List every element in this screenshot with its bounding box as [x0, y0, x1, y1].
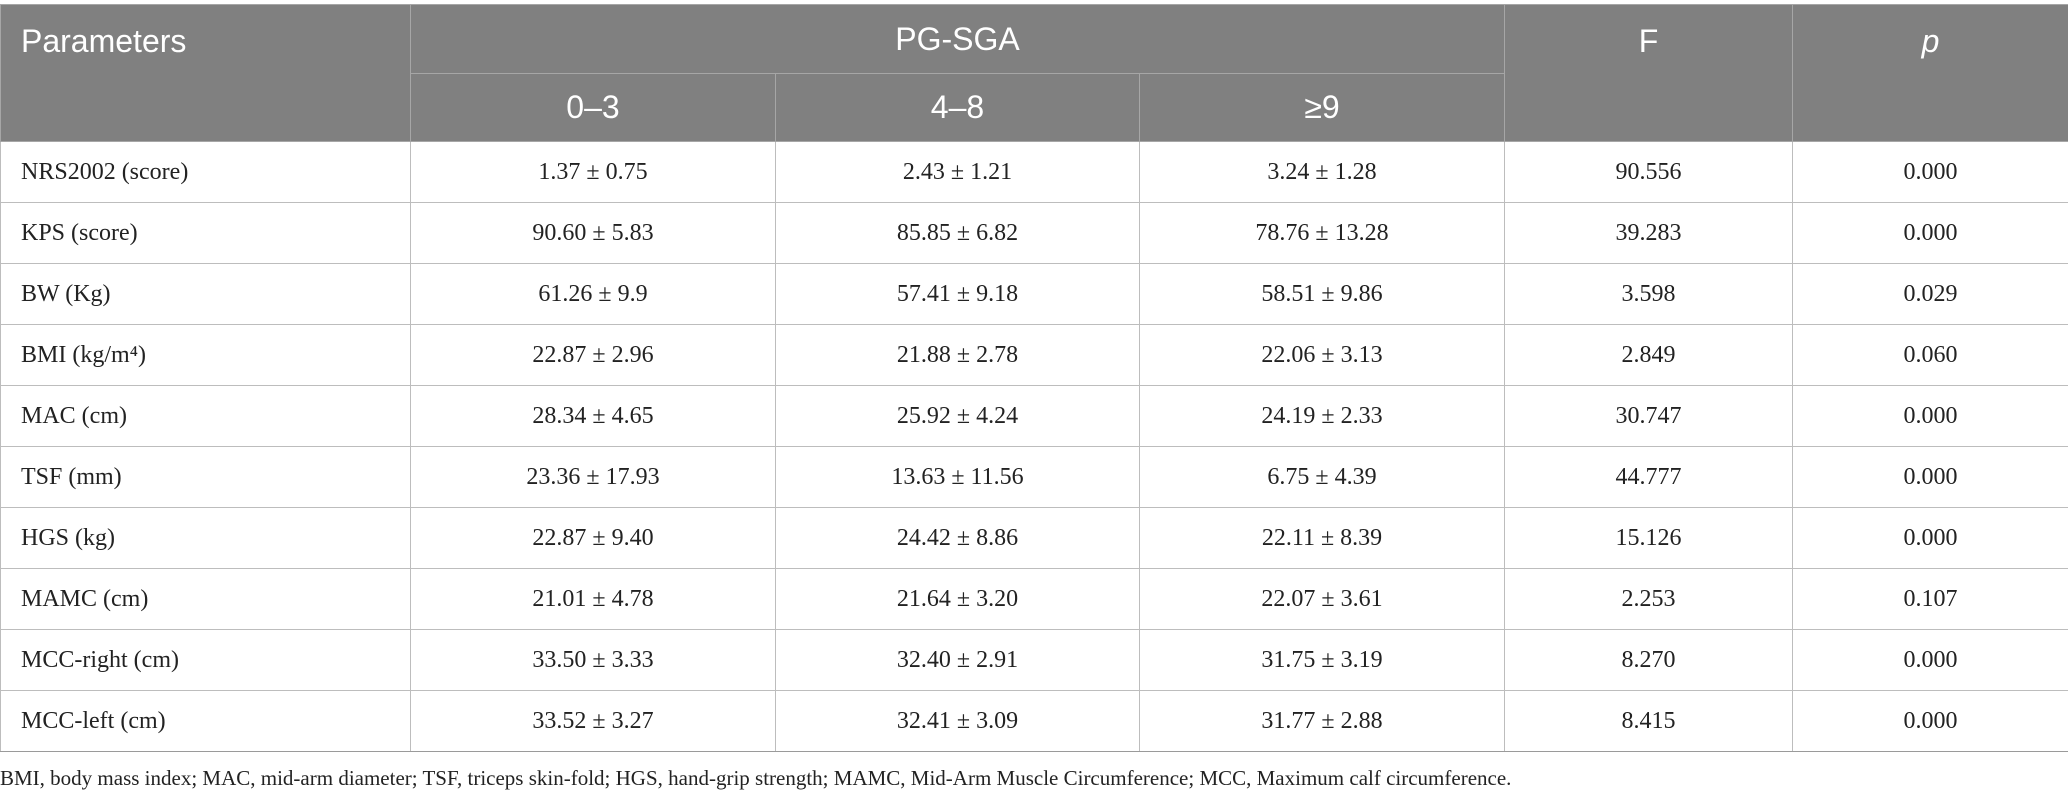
group-9-plus-cell: 3.24 ± 1.28 — [1138, 141, 1506, 203]
f-value-cell: 39.283 — [1504, 202, 1794, 264]
f-value-cell: 44.777 — [1504, 446, 1794, 508]
table-row: MAC (cm) 28.34 ± 4.65 25.92 ± 4.24 24.19 ± … — [0, 385, 2068, 447]
group-4-8-cell: 13.63 ± 11.56 — [775, 446, 1140, 508]
group-4-8-cell: 24.42 ± 8.86 — [775, 507, 1140, 569]
group-9-plus-cell: 6.75 ± 4.39 — [1138, 446, 1506, 508]
group-4-8-cell: 25.92 ± 4.24 — [775, 385, 1140, 447]
group-0-3-cell: 1.37 ± 0.75 — [410, 141, 776, 203]
group-9-plus-cell: 24.19 ± 2.33 — [1138, 385, 1506, 447]
group-0-3-cell: 28.34 ± 4.65 — [410, 385, 776, 447]
table-row: TSF (mm) 23.36 ± 17.93 13.63 ± 11.56 6.75 ±… — [0, 446, 2068, 508]
group-0-3-cell: 90.60 ± 5.83 — [410, 202, 776, 264]
group-9-plus-cell: 78.76 ± 13.28 — [1138, 202, 1506, 264]
parameter-cell: HGS (kg) — [0, 507, 411, 569]
group-0-3-cell: 23.36 ± 17.93 — [410, 446, 776, 508]
p-value-cell: 0.000 — [1792, 507, 2068, 569]
f-value-cell: 8.270 — [1504, 629, 1794, 691]
p-value-cell: 0.000 — [1792, 202, 2068, 264]
table-row: BMI (kg/m⁴) 22.87 ± 2.96 21.88 ± 2.78 22.06… — [0, 324, 2068, 386]
table-row: KPS (score) 90.60 ± 5.83 85.85 ± 6.82 78.76… — [0, 202, 2068, 264]
f-value-cell: 30.747 — [1504, 385, 1794, 447]
group-0-3-cell: 61.26 ± 9.9 — [410, 263, 776, 325]
p-value-cell: 0.029 — [1792, 263, 2068, 325]
group-0-3-cell: 22.87 ± 9.40 — [410, 507, 776, 569]
parameter-cell: BMI (kg/m⁴) — [0, 324, 411, 386]
group-4-8-cell: 21.88 ± 2.78 — [775, 324, 1140, 386]
group-4-8-cell: 32.41 ± 3.09 — [775, 690, 1140, 752]
parameter-cell: TSF (mm) — [0, 446, 411, 508]
table-row: BW (Kg) 61.26 ± 9.9 57.41 ± 9.18 58.51 ± 9.… — [0, 263, 2068, 325]
group-9-plus-cell: 22.06 ± 3.13 — [1138, 324, 1506, 386]
parameter-cell: MAC (cm) — [0, 385, 411, 447]
group-4-8-cell: 2.43 ± 1.21 — [775, 141, 1140, 203]
group-9-plus-cell: 22.07 ± 3.61 — [1138, 568, 1506, 630]
group-0-3-cell: 33.50 ± 3.33 — [410, 629, 776, 691]
table-header: Parameters PG-SGA F p 0–3 4–8 ≥9 — [0, 4, 2068, 142]
f-value-cell: 90.556 — [1504, 141, 1794, 203]
table-body: NRS2002 (score) 1.37 ± 0.75 2.43 ± 1.21 3.2… — [0, 141, 2068, 752]
group-4-8-cell: 32.40 ± 2.91 — [775, 629, 1140, 691]
p-value-cell: 0.000 — [1792, 629, 2068, 691]
parameter-cell: MCC-right (cm) — [0, 629, 411, 691]
group-9-plus-cell: 31.77 ± 2.88 — [1138, 690, 1506, 752]
parameter-cell: MCC-left (cm) — [0, 690, 411, 752]
header-p: p — [1792, 4, 2068, 142]
p-value-cell: 0.000 — [1792, 141, 2068, 203]
header-group-4-8: 4–8 — [775, 73, 1140, 142]
f-value-cell: 2.253 — [1504, 568, 1794, 630]
group-4-8-cell: 21.64 ± 3.20 — [775, 568, 1140, 630]
group-0-3-cell: 22.87 ± 2.96 — [410, 324, 776, 386]
header-f: F — [1504, 4, 1794, 142]
header-pg-sga: PG-SGA — [409, 4, 1506, 74]
group-9-plus-cell: 31.75 ± 3.19 — [1138, 629, 1506, 691]
f-value-cell: 15.126 — [1504, 507, 1794, 569]
p-value-cell: 0.107 — [1792, 568, 2068, 630]
table-row: MCC-right (cm) 33.50 ± 3.33 32.40 ± 2.91 31… — [0, 629, 2068, 691]
parameter-cell: MAMC (cm) — [0, 568, 411, 630]
p-value-cell: 0.000 — [1792, 690, 2068, 752]
f-value-cell: 3.598 — [1504, 263, 1794, 325]
parameter-cell: BW (Kg) — [0, 263, 411, 325]
group-0-3-cell: 33.52 ± 3.27 — [410, 690, 776, 752]
p-value-cell: 0.000 — [1792, 385, 2068, 447]
group-0-3-cell: 21.01 ± 4.78 — [410, 568, 776, 630]
table-row: NRS2002 (score) 1.37 ± 0.75 2.43 ± 1.21 3.2… — [0, 141, 2068, 203]
table-row: HGS (kg) 22.87 ± 9.40 24.42 ± 8.86 22.11 ± … — [0, 507, 2068, 569]
group-4-8-cell: 85.85 ± 6.82 — [775, 202, 1140, 264]
f-value-cell: 8.415 — [1504, 690, 1794, 752]
parameter-cell: KPS (score) — [0, 202, 411, 264]
parameter-cell: NRS2002 (score) — [0, 141, 411, 203]
header-parameters: Parameters — [0, 4, 411, 142]
f-value-cell: 2.849 — [1504, 324, 1794, 386]
parameters-table: Parameters PG-SGA F p 0–3 4–8 ≥9 NRS2002… — [0, 4, 2068, 752]
header-group-9-plus: ≥9 — [1138, 73, 1506, 142]
header-group-0-3: 0–3 — [410, 73, 776, 142]
group-4-8-cell: 57.41 ± 9.18 — [775, 263, 1140, 325]
group-9-plus-cell: 22.11 ± 8.39 — [1138, 507, 1506, 569]
p-value-cell: 0.060 — [1792, 324, 2068, 386]
table-footnote: BMI, body mass index; MAC, mid-arm diame… — [0, 766, 1512, 790]
table-row: MAMC (cm) 21.01 ± 4.78 21.64 ± 3.20 22.07 ±… — [0, 568, 2068, 630]
group-9-plus-cell: 58.51 ± 9.86 — [1138, 263, 1506, 325]
table-row: MCC-left (cm) 33.52 ± 3.27 32.41 ± 3.09 31.… — [0, 690, 2068, 752]
p-value-cell: 0.000 — [1792, 446, 2068, 508]
